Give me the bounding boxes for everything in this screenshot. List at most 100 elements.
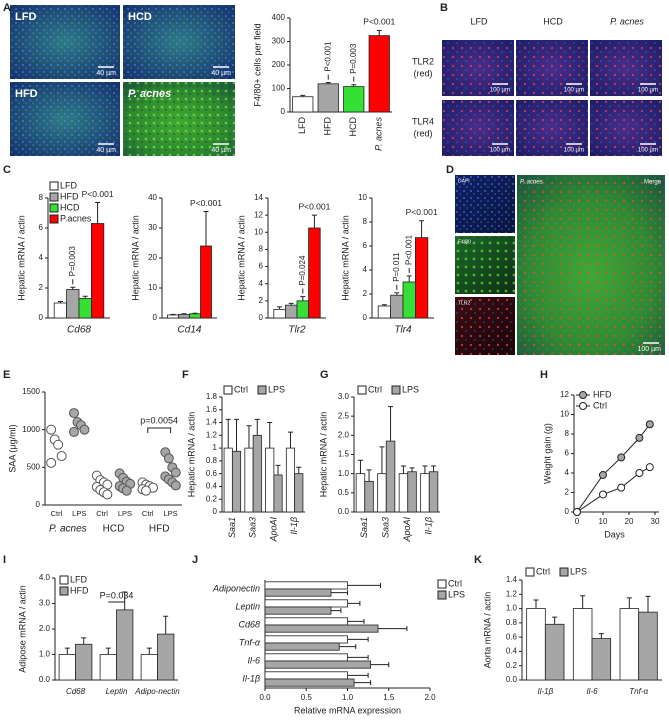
y-tick-label: 20 [148, 253, 157, 262]
point [635, 469, 644, 477]
scale-bar-label: 100 µm [564, 88, 584, 94]
error-bar [300, 94, 306, 97]
bar [264, 678, 355, 687]
error-bar [406, 275, 412, 282]
legend-swatch [257, 385, 267, 395]
y-tick-label: 2 [39, 283, 44, 292]
scale-bar-label: 100 µm [638, 148, 658, 154]
point [617, 453, 626, 462]
x-tick-label: Tlr4 [394, 325, 412, 336]
x-tick-label: Saa1 [359, 517, 369, 538]
point [599, 490, 607, 499]
legend-swatch [437, 579, 447, 589]
y-tick-label: 40 [148, 193, 157, 202]
error-bar [354, 680, 372, 686]
bar [572, 608, 593, 681]
bar [178, 313, 190, 319]
image-label: HFD [15, 88, 38, 100]
panel-letter: E [3, 369, 10, 381]
x-tick-label: LPS [163, 509, 177, 518]
x-tick-label: 0 [575, 517, 580, 526]
error-bar [378, 626, 408, 632]
y-tick-label: 0 [281, 107, 286, 116]
panel-letter: D [446, 164, 454, 176]
bar [265, 447, 275, 513]
x-tick-label: LPS [118, 509, 132, 518]
error-bar [163, 615, 169, 635]
y-tick-label: 0.5 [338, 488, 350, 497]
micrograph-texture [455, 175, 515, 233]
legend-swatch [559, 567, 569, 577]
y-axis-label: Hepatic mRNA / actin [236, 215, 246, 301]
legend-label: HCD [60, 202, 80, 212]
legend-swatch [357, 385, 367, 395]
error-bar [287, 431, 293, 449]
bar [308, 227, 321, 319]
y-tick-label: 1.4 [506, 575, 518, 584]
bar [428, 471, 439, 513]
bar [167, 314, 179, 319]
micrograph-texture [516, 100, 588, 156]
y-tick-label: 8 [363, 217, 368, 226]
y-tick-label: 1 [213, 443, 218, 452]
x-tick-label: P. acnes [374, 117, 384, 151]
x-tick-label: Cd14 [178, 325, 202, 336]
x-tick-label: Il-1β [289, 517, 299, 535]
bracket [147, 427, 172, 433]
error-bar [300, 296, 306, 301]
error-bar [347, 654, 369, 660]
error-bar [225, 418, 231, 449]
micrograph-texture [516, 40, 588, 96]
bar [544, 623, 565, 681]
bar [343, 86, 365, 113]
micrograph-texture [455, 297, 515, 355]
point [141, 485, 151, 496]
group-label: HFD [149, 524, 170, 535]
point [163, 453, 174, 464]
y-tick-label: 0.2 [506, 661, 518, 670]
error-bar [275, 464, 281, 475]
y-tick-label: 1.0 [338, 469, 350, 478]
y-tick-label: 200 [272, 60, 286, 69]
error-bar [533, 599, 539, 609]
y-tick-label: Adiponectin [212, 583, 260, 593]
image-label: LFD [15, 11, 36, 23]
legend-label: HFD [60, 191, 79, 201]
point [599, 470, 607, 479]
x-tick-label: Tnf-α [629, 687, 648, 696]
annotation: P=0.024 [298, 255, 307, 286]
y-tick-label: 2.0 [338, 430, 350, 439]
y-tick-label: 0 [39, 313, 44, 322]
y-tick-label: 0.2 [206, 494, 218, 503]
legend-label: Ctrl [536, 566, 550, 576]
error-bar [400, 465, 406, 474]
point [102, 489, 113, 500]
bar [638, 611, 658, 681]
bar [231, 450, 242, 513]
y-tick-label: 500 [27, 462, 41, 471]
image-label: Merge [644, 180, 662, 186]
x-tick-label: LFD [297, 117, 307, 135]
y-tick-label: 1000 [22, 425, 40, 434]
y-axis-label: Hepatic mRNA / actin [340, 215, 350, 301]
y-tick-label: 10 [358, 193, 367, 202]
row-label: TLR4 [412, 116, 434, 126]
bar [364, 480, 374, 513]
error-bar [598, 633, 604, 639]
column-label: LFD [470, 16, 488, 26]
y-tick-label: 8 [565, 429, 570, 438]
y-tick-label: 1.2 [206, 430, 218, 439]
x-tick-label: 1.0 [342, 693, 354, 702]
y-tick-label: Il-1β [242, 673, 260, 683]
legend-label: LPS [268, 384, 285, 394]
scale-bar-label: 100 µm [638, 88, 658, 94]
y-axis-label: Hepatic mRNA / actin [130, 215, 140, 301]
bar [402, 281, 416, 319]
bar [99, 654, 117, 681]
panel-letter: C [3, 164, 11, 176]
point [69, 408, 79, 419]
legend-swatch [49, 192, 59, 202]
x-tick-label: Leptin [106, 687, 128, 696]
legend-swatch [391, 385, 401, 395]
error-bar [580, 595, 586, 609]
